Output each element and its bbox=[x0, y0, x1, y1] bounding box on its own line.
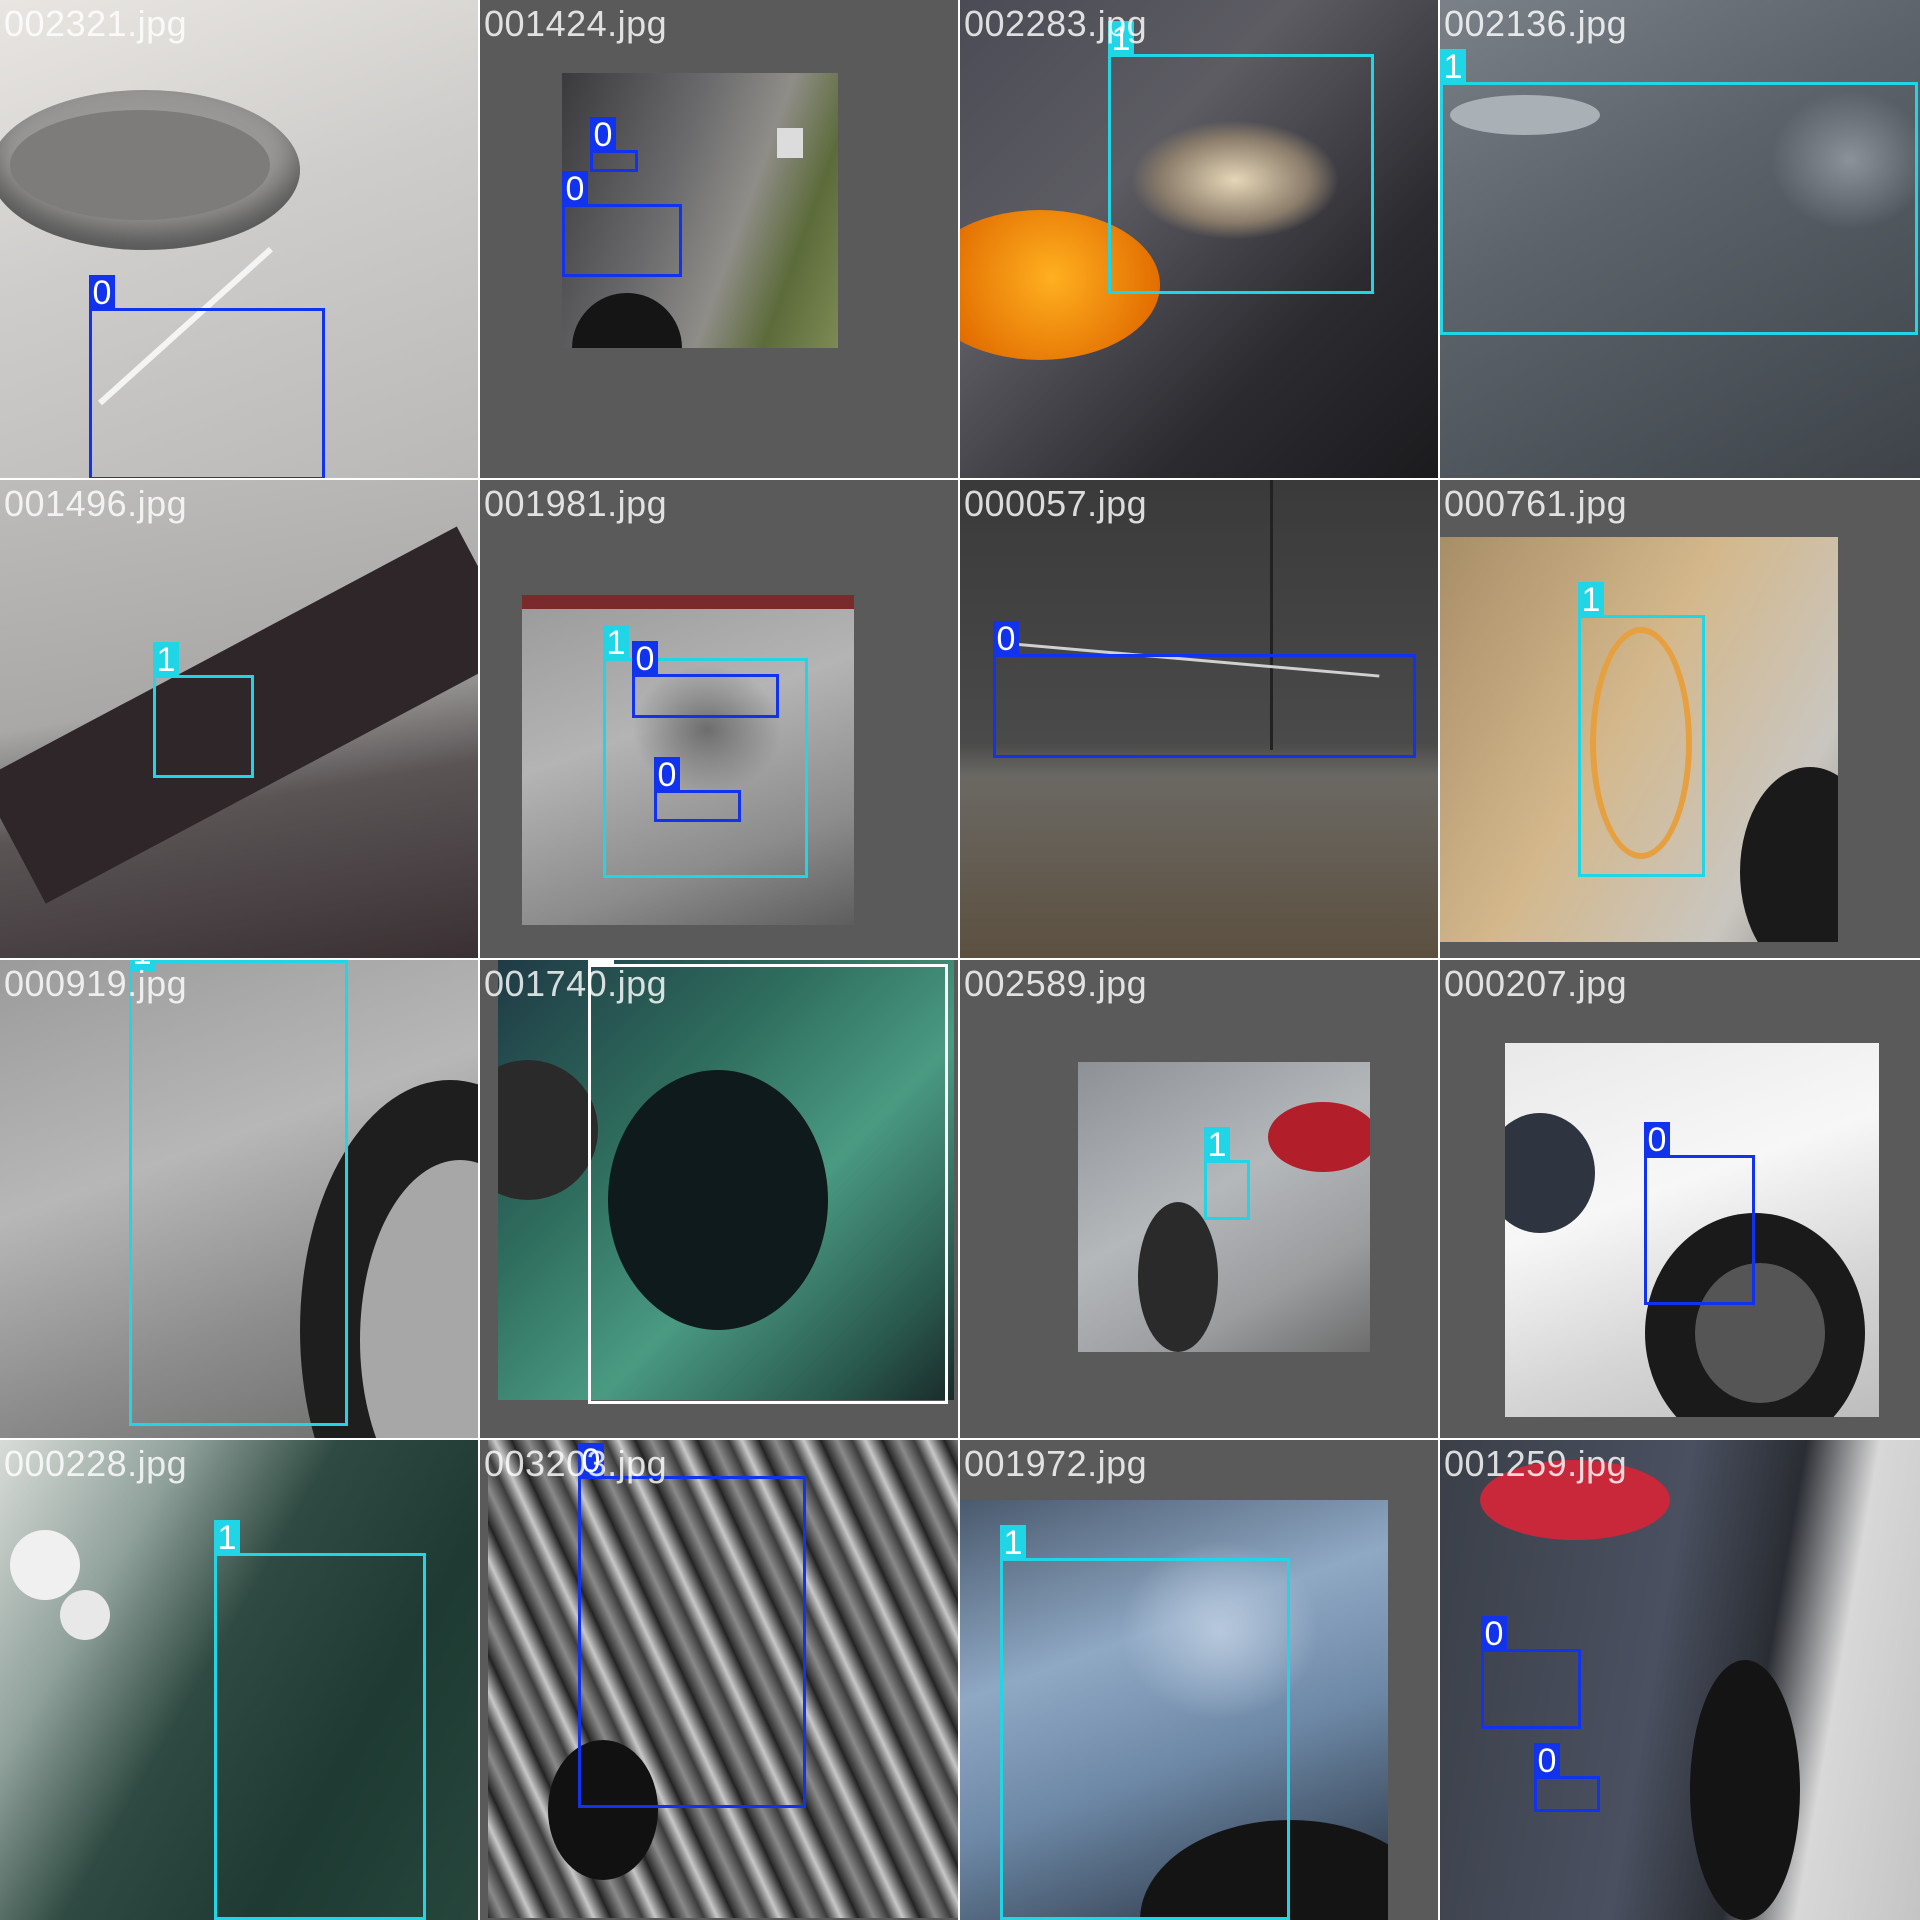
tile-002589: 002589.jpg 1 bbox=[960, 960, 1440, 1440]
tile-003203: 003203.jpg 0 bbox=[480, 1440, 960, 1920]
rear-bumper-photo bbox=[522, 595, 854, 925]
door-dent-photo bbox=[1440, 0, 1920, 478]
filename-label: 000919.jpg bbox=[4, 963, 188, 1004]
class-label: 1 bbox=[1204, 1127, 1230, 1163]
class-label: 0 bbox=[590, 117, 616, 153]
scratch-bounding-box: 0 bbox=[654, 757, 741, 822]
filename-label: 001424.jpg bbox=[484, 3, 668, 44]
filename-label: 001981.jpg bbox=[484, 483, 668, 524]
dent-bounding-box: 1 bbox=[129, 960, 348, 1426]
class-label: 0 bbox=[632, 641, 658, 677]
scratch-bounding-box: 0 bbox=[1534, 1743, 1600, 1812]
dent-bounding-box: 1 bbox=[1204, 1127, 1250, 1220]
tile-001981: 001981.jpg 1 0 0 bbox=[480, 480, 960, 960]
tile-001972: 001972.jpg 1 bbox=[960, 1440, 1440, 1920]
class-label: 0 bbox=[1644, 1122, 1670, 1158]
tile-001496: 001496.jpg 1 bbox=[0, 480, 480, 960]
tile-000228: 000228.jpg 1 bbox=[0, 1440, 480, 1920]
silver-sedan-rear-photo bbox=[1078, 1062, 1370, 1352]
dark-door-scratch-photo bbox=[960, 480, 1438, 958]
tile-001424: 001424.jpg 0 0 bbox=[480, 0, 960, 480]
dent-bounding-box: 1 bbox=[1440, 49, 1918, 335]
filename-label: 002136.jpg bbox=[1444, 3, 1628, 44]
scratch-bounding-box: 0 bbox=[1481, 1616, 1581, 1729]
class-label: 0 bbox=[1534, 1743, 1560, 1779]
filename-label: 000761.jpg bbox=[1444, 483, 1628, 524]
gold-car-door-photo bbox=[1440, 537, 1838, 942]
class-label: 1 bbox=[1578, 582, 1604, 618]
class-label: 0 bbox=[1481, 1616, 1507, 1652]
dent-bounding-box: 1 bbox=[153, 642, 254, 778]
scratch-bounding-box: 0 bbox=[993, 621, 1416, 758]
tile-002283: 002283.jpg 1 bbox=[960, 0, 1440, 480]
class-label: 1 bbox=[214, 1520, 240, 1556]
dent-bounding-box: 1 bbox=[603, 625, 808, 878]
scratch-bounding-box: 0 bbox=[89, 275, 325, 478]
tile-002321: 002321.jpg 0 bbox=[0, 0, 480, 480]
class-label: 1 bbox=[1440, 49, 1466, 85]
class-label: 0 bbox=[578, 1443, 604, 1479]
filename-label: 001496.jpg bbox=[4, 483, 188, 524]
class-label: 0 bbox=[89, 275, 115, 311]
filename-label: 000207.jpg bbox=[1444, 963, 1628, 1004]
scratch-bounding-box: 0 bbox=[632, 641, 779, 718]
tile-000919: 000919.jpg 1 bbox=[0, 960, 480, 1440]
blue-car-dent-photo bbox=[960, 1500, 1388, 1920]
tile-000761: 000761.jpg 1 bbox=[1440, 480, 1920, 960]
broken-glass-bounding-box: 2 bbox=[588, 960, 948, 1404]
filename-label: 002321.jpg bbox=[4, 3, 188, 44]
dent-bounding-box: 1 bbox=[1578, 582, 1705, 877]
dent-bounding-box: 1 bbox=[1108, 21, 1374, 294]
scratch-bounding-box: 0 bbox=[1644, 1122, 1755, 1305]
silver-car-side-photo bbox=[0, 480, 478, 958]
tile-000057: 000057.jpg 0 bbox=[960, 480, 1440, 960]
filename-label: 001740.jpg bbox=[484, 963, 668, 1004]
class-label: 1 bbox=[1000, 1525, 1026, 1561]
class-label: 2 bbox=[588, 960, 614, 967]
dent-bounding-box: 1 bbox=[214, 1520, 426, 1920]
wheel-arch-dent-photo bbox=[0, 960, 478, 1438]
tile-001740: 001740.jpg 2 bbox=[480, 960, 960, 1440]
class-label: 0 bbox=[562, 171, 588, 207]
class-label: 1 bbox=[1108, 21, 1134, 57]
car-door-handle-photo bbox=[0, 0, 478, 478]
class-label: 0 bbox=[993, 621, 1019, 657]
grayscale-scratch-photo bbox=[488, 1440, 958, 1918]
filename-label: 000057.jpg bbox=[964, 483, 1148, 524]
class-label: 1 bbox=[129, 960, 155, 971]
dark-hatchback-rear-photo bbox=[1440, 1440, 1920, 1920]
white-car-fender-photo bbox=[1505, 1043, 1879, 1417]
tile-002136: 002136.jpg 1 bbox=[1440, 0, 1920, 480]
filename-label: 000228.jpg bbox=[4, 1443, 188, 1484]
tile-000207: 000207.jpg 0 bbox=[1440, 960, 1920, 1440]
tile-001259: 001259.jpg 0 0 bbox=[1440, 1440, 1920, 1920]
class-label: 0 bbox=[654, 757, 680, 793]
filename-label: 003203.jpg bbox=[484, 1443, 668, 1484]
filename-label: 001259.jpg bbox=[1444, 1443, 1628, 1484]
filename-label: 002283.jpg bbox=[964, 3, 1148, 44]
dent-bounding-box: 1 bbox=[1000, 1525, 1290, 1920]
dented-bumper-photo bbox=[960, 0, 1438, 478]
filename-label: 001972.jpg bbox=[964, 1443, 1148, 1484]
scratch-bounding-box: 0 bbox=[578, 1443, 806, 1808]
class-label: 1 bbox=[153, 642, 179, 678]
shattered-rear-window-photo bbox=[498, 960, 954, 1400]
scratch-bounding-box: 0 bbox=[562, 171, 682, 277]
scratch-bounding-box: 0 bbox=[590, 117, 638, 172]
filename-label: 002589.jpg bbox=[964, 963, 1148, 1004]
class-label: 1 bbox=[603, 625, 629, 661]
